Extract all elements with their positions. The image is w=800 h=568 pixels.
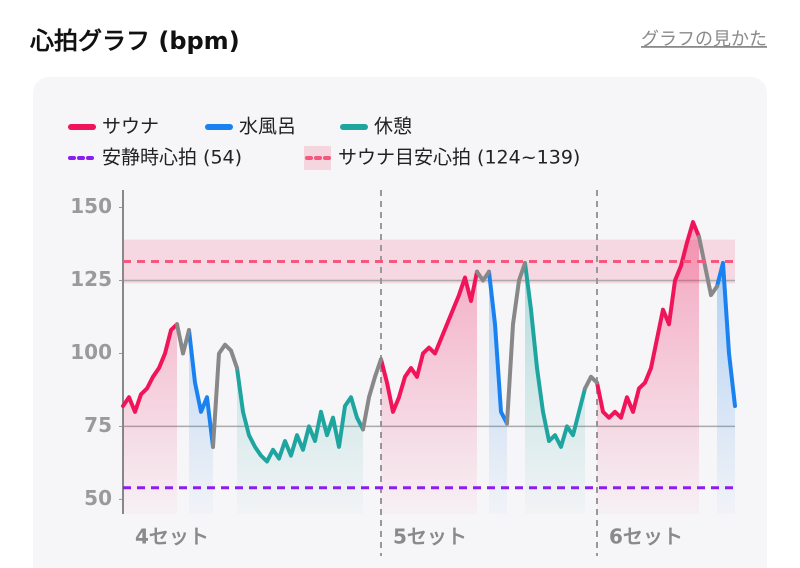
- hr-line: [187, 260, 737, 449]
- legend-label: 安静時心拍 (54): [102, 147, 242, 169]
- area: [717, 262, 735, 514]
- y-tick-label: 125: [70, 267, 112, 291]
- y-tick-label: 100: [70, 340, 112, 364]
- legend-label: サウナ: [102, 116, 159, 138]
- area: [525, 262, 585, 514]
- legend-label: 休憩: [374, 116, 412, 138]
- y-tick-label: 50: [84, 486, 112, 510]
- area: [189, 330, 213, 514]
- legend-label: 水風呂: [239, 116, 296, 138]
- area: [123, 324, 177, 514]
- area: [381, 271, 477, 514]
- set-label: 5セット: [393, 525, 467, 549]
- help-link[interactable]: グラフの見かた: [641, 29, 767, 50]
- y-tick-label: 75: [84, 413, 112, 437]
- title: 心拍グラフ (bpm): [29, 27, 240, 55]
- y-tick-label: 150: [70, 194, 112, 218]
- area: [237, 368, 363, 514]
- set-label: 4セット: [135, 525, 209, 549]
- set-label: 6セット: [609, 525, 683, 549]
- hr-line: [121, 220, 701, 420]
- hr-line: [175, 234, 719, 449]
- legend-label: サウナ目安心拍 (124~139): [338, 147, 580, 169]
- hr-line: [235, 260, 587, 464]
